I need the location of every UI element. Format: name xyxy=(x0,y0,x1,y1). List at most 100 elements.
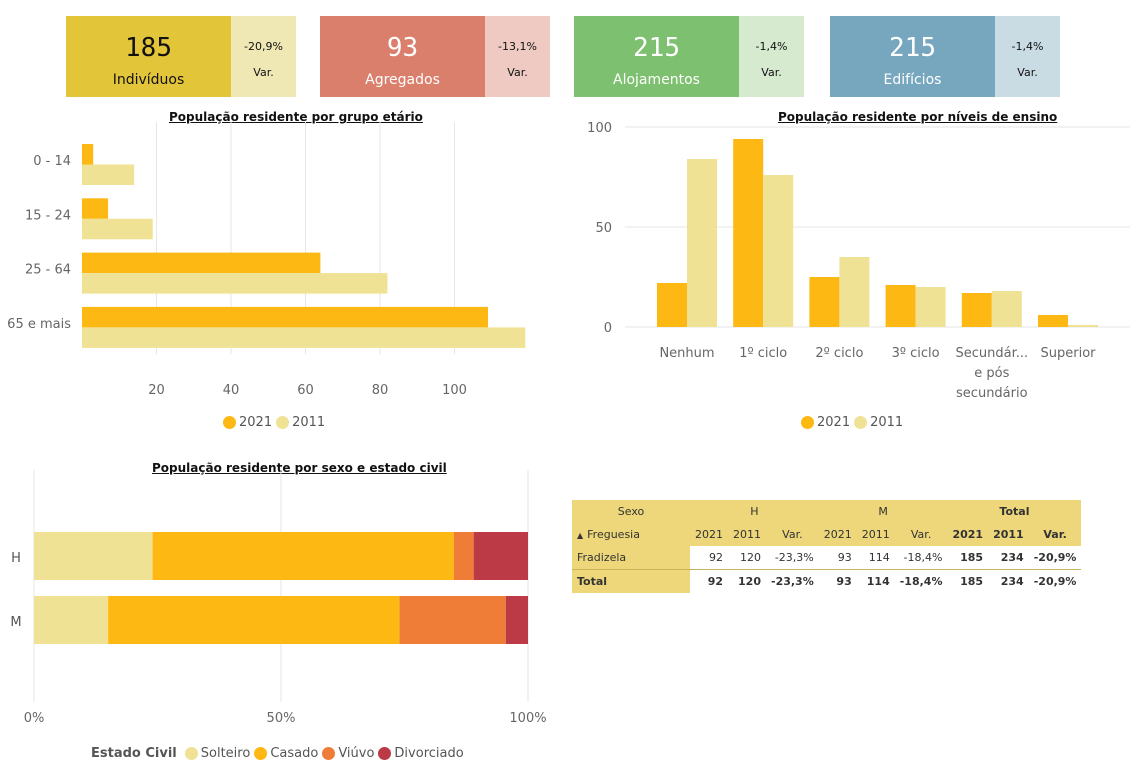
column-group-h[interactable]: H xyxy=(690,500,819,523)
column-header[interactable]: 2011 xyxy=(728,523,766,546)
bar-2011-3 xyxy=(82,273,388,294)
table-row[interactable]: Fradizela 92 120 -23,3% 93 114 -18,4% 18… xyxy=(572,546,1082,570)
x-tick-label: 2º ciclo xyxy=(815,346,863,361)
legend-label: 2011 xyxy=(870,415,904,430)
education-chart-title: População residente por níveis de ensino xyxy=(778,110,1058,124)
x-tick-label: 80 xyxy=(372,383,389,398)
table-cell: 185 xyxy=(947,546,989,570)
column-header[interactable]: 2021 xyxy=(947,523,989,546)
kpi-variation-panel: -13,1% Var. xyxy=(485,16,550,97)
column-group-total[interactable]: Total xyxy=(947,500,1082,523)
legend-item-viuvo[interactable]: Viúvo xyxy=(322,746,374,761)
bar-2011-5 xyxy=(991,291,1022,327)
bar-solteiro-m xyxy=(34,596,109,644)
x-tick-label: Superior xyxy=(1041,346,1097,361)
bar-casado-h xyxy=(152,532,454,580)
legend-item-2011[interactable]: 2011 xyxy=(276,415,325,430)
legend-dot-solteiro xyxy=(184,747,198,760)
marital-status-chart[interactable]: 0% 50% 100% H M xyxy=(0,470,560,730)
population-matrix-table: Sexo H M Total ▲ Freguesia 2021 2011 Var.… xyxy=(572,500,1082,593)
bar-2011-6 xyxy=(1068,325,1098,327)
column-header[interactable]: 2021 xyxy=(690,523,728,546)
kpi-value: 215 xyxy=(889,33,936,63)
kpi-variation-label: Var. xyxy=(253,66,274,79)
kpi-main-panel: 215 Edifícios xyxy=(830,16,995,97)
y-tick-label: 65 e mais xyxy=(7,317,71,332)
x-tick-label: 0% xyxy=(24,711,45,726)
y-tick-label: 0 xyxy=(604,321,612,336)
y-tick-label: H xyxy=(11,551,21,566)
table-cell: 114 xyxy=(856,569,895,593)
table-cell: 114 xyxy=(856,546,895,570)
column-header[interactable]: Var. xyxy=(1028,523,1082,546)
kpi-label: Indivíduos xyxy=(112,72,185,88)
sort-ascending-icon[interactable]: ▲ xyxy=(577,531,584,540)
bar-viúvo-m xyxy=(399,596,506,644)
age-group-chart[interactable]: 20 40 60 80 100 0 - 14 15 - 24 25 - 64 65 e mais xyxy=(0,122,560,412)
legend-item-2021[interactable]: 2021 xyxy=(801,415,850,430)
column-header[interactable]: Var. xyxy=(894,523,948,546)
bar-2011-4 xyxy=(915,287,946,327)
x-tick-label: secundário xyxy=(956,386,1028,401)
legend-label: Solteiro xyxy=(200,746,251,761)
education-chart-legend: 2021 2011 xyxy=(801,415,907,430)
legend-item-2011[interactable]: 2011 xyxy=(854,415,903,430)
column-group-sexo[interactable]: Sexo xyxy=(572,500,690,523)
kpi-value: 93 xyxy=(386,33,419,63)
column-header[interactable]: 2011 xyxy=(988,523,1029,546)
education-chart[interactable]: 0 50 100 Nenhum 1º ciclo 2º ciclo 3º ciclo Secu… xyxy=(570,112,1136,407)
x-tick-label: e pós xyxy=(974,366,1009,381)
kpi-edificios[interactable]: 215 Edifícios -1,4% Var. xyxy=(830,16,1060,97)
row-header: Fradizela xyxy=(572,546,690,570)
column-header[interactable]: 2011 xyxy=(856,523,895,546)
legend-item-casado[interactable]: Casado xyxy=(254,746,318,761)
table-cell: 185 xyxy=(947,569,989,593)
legend-dot-2021 xyxy=(801,416,814,429)
kpi-agregados[interactable]: 93 Agregados -13,1% Var. xyxy=(320,16,550,97)
x-tick-label: 1º ciclo xyxy=(739,346,787,361)
legend-item-solteiro[interactable]: Solteiro xyxy=(184,746,251,761)
column-group-m[interactable]: M xyxy=(818,500,948,523)
bar-2021-4 xyxy=(82,306,489,328)
legend-item-divorciado[interactable]: Divorciado xyxy=(378,746,464,761)
column-header-freguesia[interactable]: ▲ Freguesia xyxy=(572,523,690,546)
bar-2021-1 xyxy=(82,144,94,165)
table-cell: 93 xyxy=(818,569,857,593)
table-cell: 234 xyxy=(988,569,1029,593)
table-header-row: ▲ Freguesia 2021 2011 Var. 2021 2011 Var.… xyxy=(572,523,1082,546)
legend-item-2021[interactable]: 2021 xyxy=(223,415,272,430)
column-header[interactable]: Var. xyxy=(766,523,819,546)
kpi-variation-panel: -1,4% Var. xyxy=(739,16,804,97)
kpi-individuos[interactable]: 185 Indivíduos -20,9% Var. xyxy=(66,16,298,97)
bar-2021-1 xyxy=(657,283,687,327)
kpi-variation-label: Var. xyxy=(507,66,528,79)
kpi-variation-label: Var. xyxy=(1017,66,1038,79)
kpi-main-panel: 185 Indivíduos xyxy=(66,16,231,97)
legend-dot-2011 xyxy=(854,416,868,429)
table-cell: -23,3% xyxy=(766,569,819,593)
kpi-variation-percent: -13,1% xyxy=(498,40,537,53)
kpi-variation-percent: -1,4% xyxy=(1011,40,1044,53)
kpi-label: Agregados xyxy=(365,72,440,88)
x-tick-label: 50% xyxy=(267,711,296,726)
bar-2021-2 xyxy=(733,139,764,327)
kpi-variation-panel: -1,4% Var. xyxy=(995,16,1060,97)
table-group-header-row: Sexo H M Total xyxy=(572,500,1082,523)
table-cell: 234 xyxy=(988,546,1029,570)
age-chart-title: População residente por grupo etário xyxy=(169,110,423,124)
bar-2011-4 xyxy=(82,327,526,348)
x-tick-label: Secundár... xyxy=(955,346,1028,361)
legend-label: 2021 xyxy=(239,415,273,430)
y-tick-label: M xyxy=(10,615,21,630)
table-cell: 92 xyxy=(690,546,728,570)
y-tick-label: 0 - 14 xyxy=(33,154,71,169)
column-header[interactable]: 2021 xyxy=(818,523,857,546)
table-cell: -18,4% xyxy=(894,546,948,570)
table-cell: -18,4% xyxy=(894,569,948,593)
legend-label: Divorciado xyxy=(394,746,464,761)
table-total-row[interactable]: Total 92 120 -23,3% 93 114 -18,4% 185 23… xyxy=(572,569,1082,593)
x-tick-label: 20 xyxy=(148,383,165,398)
legend-dot-viuvo xyxy=(322,747,336,760)
x-tick-label: Nenhum xyxy=(659,346,714,361)
kpi-alojamentos[interactable]: 215 Alojamentos -1,4% Var. xyxy=(574,16,805,97)
